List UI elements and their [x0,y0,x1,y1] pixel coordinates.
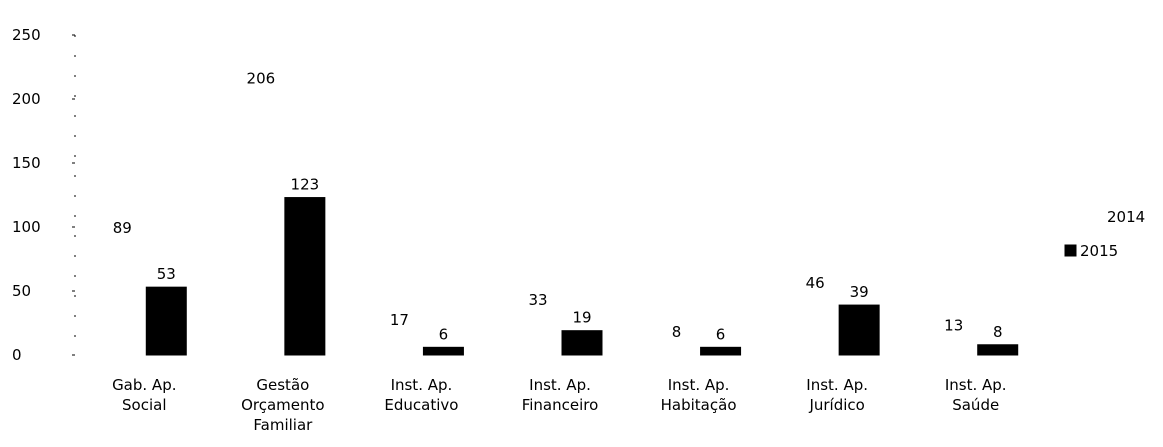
bars [102,91,1019,356]
data-label-2015: 123 [291,176,320,194]
x-tick-label-line: Social [122,396,166,414]
x-tick-label-line: Financeiro [522,396,599,414]
x-tick-label-line: Gab. Ap. [112,376,176,394]
x-axis-labels: Gab. Ap. Social Gestão Orçamento Familiar Ins… [112,376,1007,434]
x-tick-label: Inst. Ap. Habitação [661,376,737,414]
x-tick-label-line: Inst. Ap. [391,376,453,394]
data-label-2015: 6 [716,325,726,343]
y-tick-label: 100 [12,218,41,236]
bar-2014 [379,333,420,355]
x-tick-label: Inst. Ap. Saúde [945,376,1007,414]
x-tick-label: Inst. Ap. Financeiro [522,376,599,414]
x-tick-label-line: Saúde [952,396,999,414]
bar-2015 [977,344,1019,356]
bar-2014 [795,296,836,355]
legend-swatch-2015 [1064,244,1077,257]
y-axis: 0 50 100 150 200 250 [12,26,76,364]
data-label-2015: 19 [572,309,591,327]
bar-2014 [240,91,281,355]
y-tick-label: 150 [12,154,41,172]
legend-swatch-2014 [1065,211,1076,222]
bar-2015 [422,346,464,356]
data-label-2015: 39 [850,283,869,301]
x-tick-label-line: Inst. Ap. [945,376,1007,394]
y-tick-label: 50 [12,282,31,300]
legend: 2014 2015 [1064,208,1145,260]
data-label-2014: 89 [113,219,132,237]
x-tick-label-line: Habitação [661,396,737,414]
bar-2015 [561,330,603,356]
y-tick-label: 250 [12,26,41,44]
legend-label-2015: 2015 [1080,242,1118,260]
x-tick-label: Gab. Ap. Social [112,376,176,414]
data-label-2015: 6 [439,325,449,343]
bar-2015 [700,346,742,356]
bar-2014 [656,344,697,355]
data-label-2014: 8 [672,323,682,341]
x-tick-label-line: Inst. Ap. [529,376,591,394]
data-labels: 89 53 206 123 17 6 33 19 8 6 46 39 13 8 [113,69,1003,343]
data-label-2014: 206 [247,69,276,87]
x-tick-label-line: Educativo [384,396,458,414]
bar-2015 [145,286,187,356]
data-label-2014: 17 [390,311,409,329]
x-tick-label: Gestão Orçamento Familiar [241,376,325,434]
x-tick-label-line: Inst. Ap. [668,376,730,394]
bar-2014 [933,338,974,355]
x-tick-label-line: Inst. Ap. [806,376,868,394]
y-tick-label: 200 [12,90,41,108]
data-label-2015: 8 [993,323,1003,341]
bar-2015 [284,197,326,356]
data-label-2014: 46 [806,274,825,292]
x-tick-label: Inst. Ap. Jurídico [806,376,868,414]
legend-label-2014: 2014 [1107,208,1145,226]
x-tick-label: Inst. Ap. Educativo [384,376,458,414]
x-tick-label-line: Orçamento [241,396,325,414]
y-tick-label: 0 [12,346,22,364]
data-label-2015: 53 [157,265,176,283]
data-label-2014: 13 [944,316,963,334]
bar-2014 [518,312,558,355]
x-tick-label-line: Familiar [253,416,313,434]
bar-2015 [838,304,880,356]
x-tick-label-line: Jurídico [808,396,864,414]
bar-2014 [102,241,143,355]
data-label-2014: 33 [528,291,547,309]
x-tick-label-line: Gestão [256,376,309,394]
